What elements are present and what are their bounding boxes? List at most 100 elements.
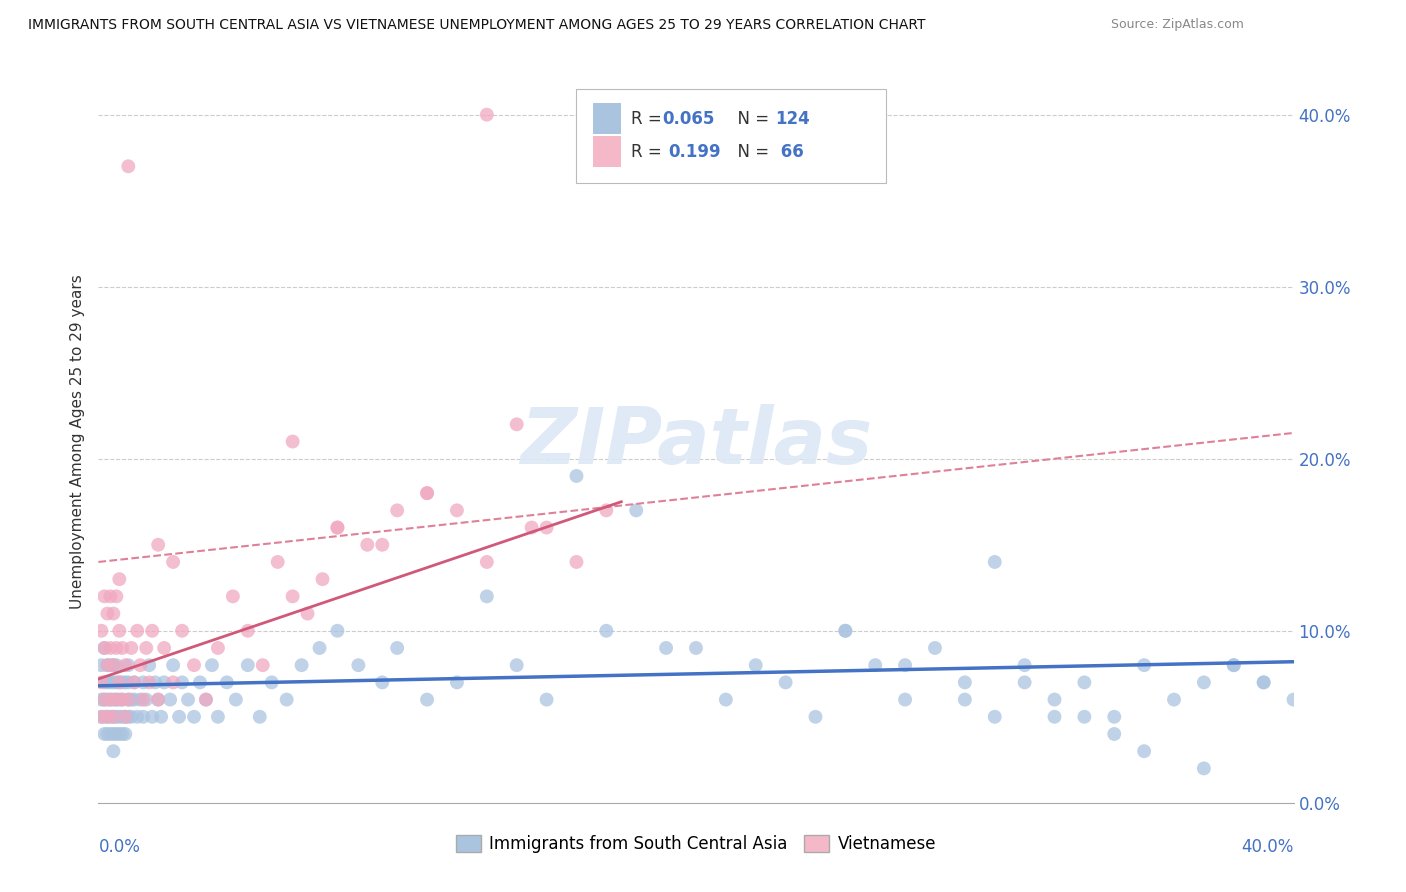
Point bbox=[520, 520, 543, 534]
Point bbox=[143, 675, 166, 690]
Point bbox=[148, 692, 170, 706]
Point bbox=[90, 675, 112, 690]
Point bbox=[93, 727, 115, 741]
Point bbox=[108, 692, 131, 706]
Point bbox=[172, 675, 194, 690]
Point bbox=[98, 640, 122, 655]
Legend: Immigrants from South Central Asia, Vietnamese: Immigrants from South Central Asia, Viet… bbox=[449, 828, 943, 860]
Point bbox=[416, 486, 439, 500]
Point bbox=[984, 710, 1007, 724]
Point bbox=[1073, 675, 1095, 690]
Point bbox=[127, 710, 149, 724]
Point bbox=[371, 675, 394, 690]
Point bbox=[96, 658, 118, 673]
Point bbox=[108, 710, 131, 724]
Point bbox=[834, 624, 856, 638]
Point bbox=[98, 727, 122, 741]
Point bbox=[96, 710, 118, 724]
Point bbox=[506, 658, 529, 673]
Point bbox=[153, 640, 176, 655]
Point bbox=[536, 520, 558, 534]
Point bbox=[984, 555, 1007, 569]
Point bbox=[135, 692, 157, 706]
Point bbox=[114, 710, 136, 724]
Point bbox=[90, 624, 112, 638]
Point bbox=[93, 692, 115, 706]
Point bbox=[105, 640, 128, 655]
Point bbox=[114, 675, 136, 690]
Point bbox=[103, 607, 125, 621]
Point bbox=[685, 640, 707, 655]
Point bbox=[117, 692, 139, 706]
Point bbox=[475, 555, 498, 569]
Point bbox=[385, 503, 409, 517]
Point bbox=[93, 692, 115, 706]
Point bbox=[834, 624, 856, 638]
Point bbox=[201, 658, 224, 673]
Point bbox=[326, 520, 349, 534]
Point bbox=[167, 710, 190, 724]
Point bbox=[249, 710, 271, 724]
Point bbox=[111, 640, 134, 655]
Point bbox=[93, 710, 115, 724]
Point bbox=[953, 692, 976, 706]
Point bbox=[129, 658, 152, 673]
Point bbox=[311, 572, 333, 586]
Point bbox=[260, 675, 283, 690]
Point bbox=[308, 640, 330, 655]
Point bbox=[138, 658, 160, 673]
Point bbox=[111, 692, 134, 706]
Point bbox=[111, 692, 134, 706]
Point bbox=[183, 658, 205, 673]
Point bbox=[1133, 658, 1156, 673]
Text: N =: N = bbox=[727, 110, 775, 128]
Point bbox=[103, 710, 125, 724]
Point bbox=[188, 675, 211, 690]
Point bbox=[745, 658, 768, 673]
Text: R =: R = bbox=[631, 143, 672, 161]
Point bbox=[96, 658, 118, 673]
Point bbox=[177, 692, 200, 706]
Point bbox=[1192, 675, 1215, 690]
Point bbox=[236, 624, 259, 638]
Point bbox=[103, 675, 125, 690]
Point bbox=[93, 675, 115, 690]
Point bbox=[225, 692, 247, 706]
Point bbox=[804, 710, 827, 724]
Point bbox=[124, 675, 146, 690]
Point bbox=[105, 727, 128, 741]
Point bbox=[114, 710, 136, 724]
Point bbox=[385, 640, 409, 655]
Point bbox=[103, 744, 125, 758]
Point bbox=[865, 658, 887, 673]
Point bbox=[183, 710, 205, 724]
Point bbox=[105, 692, 128, 706]
Point bbox=[120, 710, 142, 724]
Text: R =: R = bbox=[631, 110, 668, 128]
Text: Source: ZipAtlas.com: Source: ZipAtlas.com bbox=[1111, 18, 1244, 31]
Point bbox=[1104, 727, 1126, 741]
Point bbox=[276, 692, 298, 706]
Point bbox=[1253, 675, 1275, 690]
Point bbox=[105, 590, 128, 604]
Point bbox=[141, 624, 163, 638]
Point bbox=[98, 658, 122, 673]
Text: 40.0%: 40.0% bbox=[1241, 838, 1294, 856]
Point bbox=[93, 640, 115, 655]
Point bbox=[924, 640, 946, 655]
Point bbox=[108, 572, 131, 586]
Point bbox=[536, 692, 558, 706]
Point bbox=[103, 727, 125, 741]
Point bbox=[1014, 658, 1036, 673]
Point bbox=[105, 692, 128, 706]
Point bbox=[117, 692, 139, 706]
Point bbox=[96, 710, 118, 724]
Point bbox=[446, 503, 468, 517]
Point bbox=[90, 692, 112, 706]
Point bbox=[96, 675, 118, 690]
Point bbox=[98, 692, 122, 706]
Text: 124: 124 bbox=[775, 110, 810, 128]
Point bbox=[103, 658, 125, 673]
Point bbox=[172, 624, 194, 638]
Text: 0.0%: 0.0% bbox=[98, 838, 141, 856]
